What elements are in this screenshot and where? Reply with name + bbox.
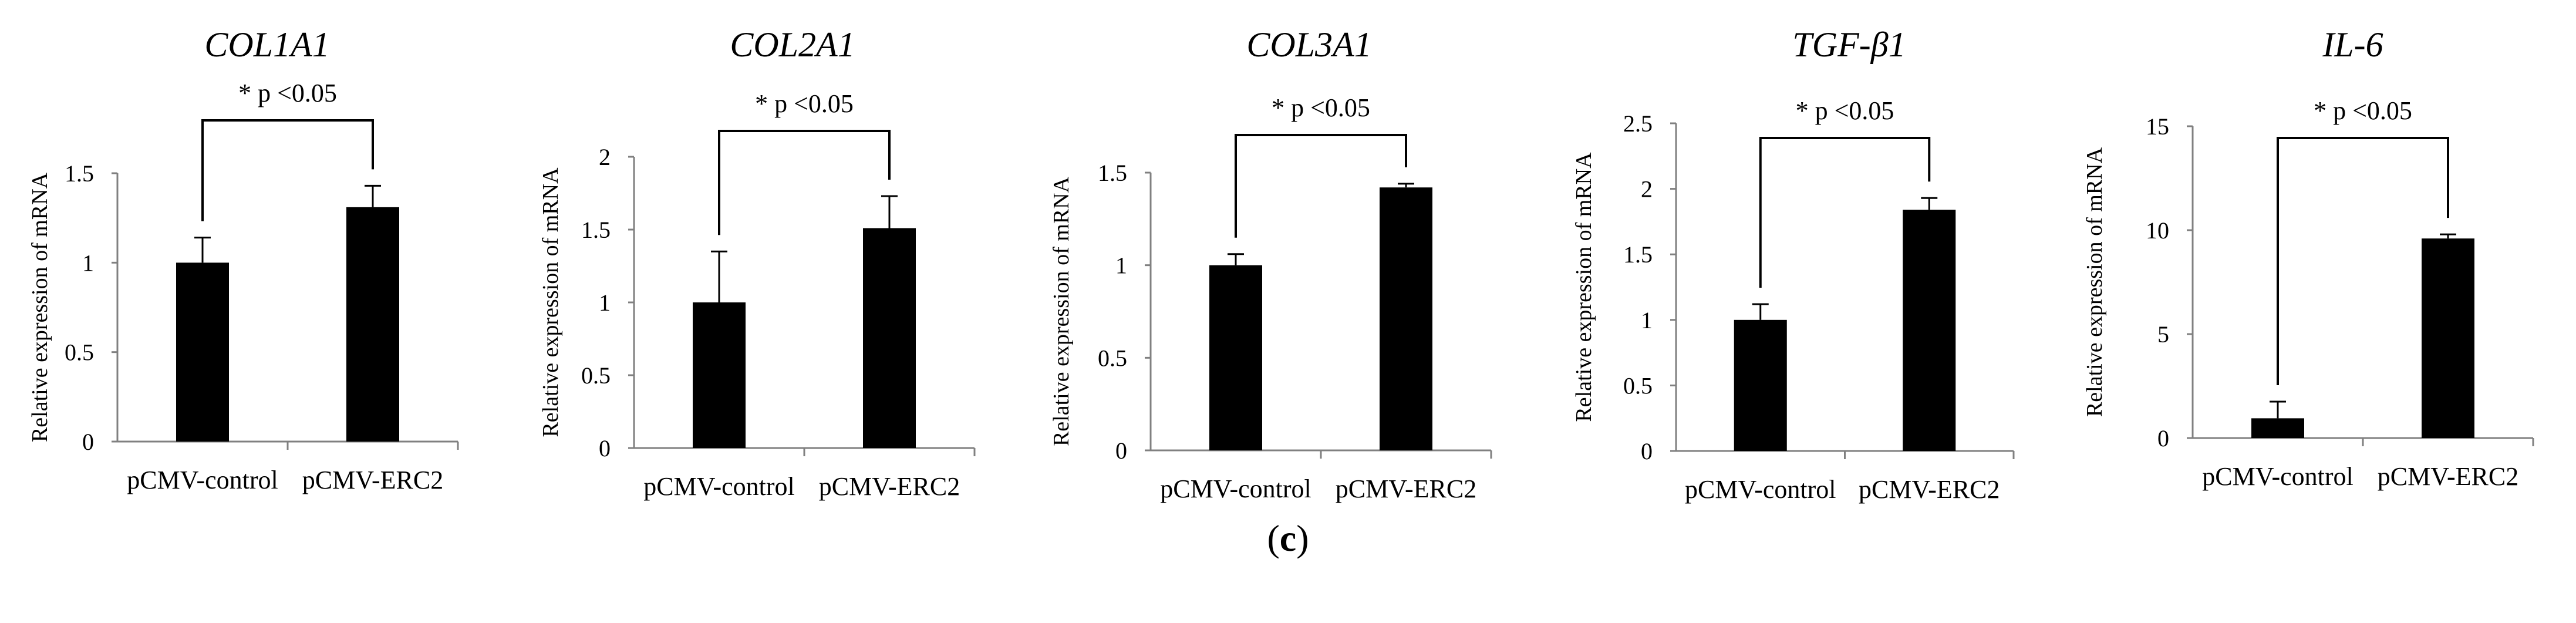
y-tick-label: 1	[599, 289, 611, 316]
y-tick-label: 1.5	[1098, 160, 1127, 186]
y-axis-label: Relative expression of mRNA	[2082, 147, 2107, 417]
bar-2	[2422, 238, 2474, 438]
significance-bracket	[718, 130, 891, 235]
y-tick-label: 2	[1641, 176, 1653, 203]
y-tick-label: 15	[2146, 113, 2169, 140]
y-tick-label: 10	[2146, 217, 2169, 244]
x-tick-label: pCMV-control	[1685, 475, 1836, 504]
y-tick-label: 0.5	[65, 339, 94, 366]
chart-panel-4: TGF-β1 Relative expression of mRNA 0 0.5 1 1.…	[1572, 25, 2015, 504]
chart-panel-2: COL2A1 Relative expression of mRNA 0 0.5 1 1.…	[538, 25, 976, 501]
x-tick-label: pCMV-control	[2202, 462, 2354, 491]
y-axis-label: Relative expression of mRNA	[1572, 152, 1596, 422]
bar-2	[863, 228, 916, 448]
significance-bracket	[1235, 134, 1407, 238]
caption-letter: c	[1279, 517, 1297, 559]
x-tick-label: pCMV-ERC2	[819, 472, 960, 501]
chart-title: COL2A1	[730, 25, 855, 64]
bar-1	[2251, 418, 2304, 438]
y-tick-label: 1.5	[1623, 241, 1653, 268]
significance-label: * p <0.05	[1796, 96, 1894, 125]
y-axis-label: Relative expression of mRNA	[28, 172, 52, 442]
y-tick-label: 1	[82, 250, 94, 276]
y-tick-label: 0	[1115, 437, 1127, 464]
bar-2	[346, 207, 399, 442]
chart-panel-3: COL3A1 Relative expression of mRNA 0 0.5 1 1.…	[1049, 25, 1492, 503]
y-tick-label: 0.5	[1098, 345, 1127, 371]
x-tick-label: pCMV-control	[643, 472, 795, 501]
y-tick-label: 0.5	[581, 362, 611, 389]
significance-label: * p <0.05	[1272, 93, 1370, 122]
y-tick-label: 1.5	[65, 160, 94, 187]
chart-title: TGF-β1	[1792, 25, 1906, 64]
caption-close-paren: )	[1296, 517, 1309, 559]
y-tick-label: 5	[2157, 321, 2169, 348]
significance-label: * p <0.05	[755, 89, 854, 118]
y-tick-label: 1	[1115, 252, 1127, 279]
x-tick-label: pCMV-ERC2	[1859, 475, 2000, 504]
y-tick-label: 2	[599, 144, 611, 170]
y-tick-label: 0	[1641, 438, 1653, 464]
bar-1	[1209, 265, 1262, 450]
chart-panel-1: COL1A1 Relative expression of mRNA 0 0.5 1 1.…	[28, 25, 459, 494]
y-tick-label: 0	[82, 429, 94, 455]
y-tick-label: 2.5	[1623, 110, 1653, 137]
significance-bracket	[2277, 137, 2449, 386]
bar-2	[1380, 187, 1432, 450]
bar-2	[1903, 210, 1956, 451]
x-tick-label: pCMV-control	[1160, 474, 1311, 503]
bar-1	[176, 262, 229, 442]
y-tick-label: 1.5	[581, 217, 611, 243]
x-tick-label: pCMV-ERC2	[1336, 474, 1476, 503]
x-tick-label: pCMV-ERC2	[302, 466, 443, 494]
y-axis-label: Relative expression of mRNA	[1049, 176, 1074, 446]
caption-open-paren: (	[1267, 517, 1280, 559]
y-axis-label: Relative expression of mRNA	[538, 167, 563, 437]
y-tick-label: 0.5	[1623, 372, 1653, 399]
y-tick-label: 0	[2157, 425, 2169, 452]
bar-1	[693, 302, 746, 448]
bar-1	[1734, 319, 1787, 451]
chart-title: COL3A1	[1246, 25, 1371, 64]
y-tick-label: 1	[1641, 307, 1653, 334]
chart-title: IL-6	[2322, 25, 2383, 64]
chart-title: COL1A1	[204, 25, 329, 64]
x-tick-label: pCMV-ERC2	[2378, 462, 2518, 491]
significance-label: * p <0.05	[2314, 96, 2412, 125]
significance-bracket	[1759, 137, 1931, 288]
x-tick-label: pCMV-control	[127, 466, 278, 494]
significance-label: * p <0.05	[238, 79, 337, 107]
figure-caption: (c)	[0, 517, 2576, 560]
significance-bracket	[201, 119, 374, 221]
y-tick-label: 0	[599, 435, 611, 462]
chart-panel-5: IL-6 Relative expression of mRNA 0 5 10 15 pCM…	[2082, 25, 2534, 491]
